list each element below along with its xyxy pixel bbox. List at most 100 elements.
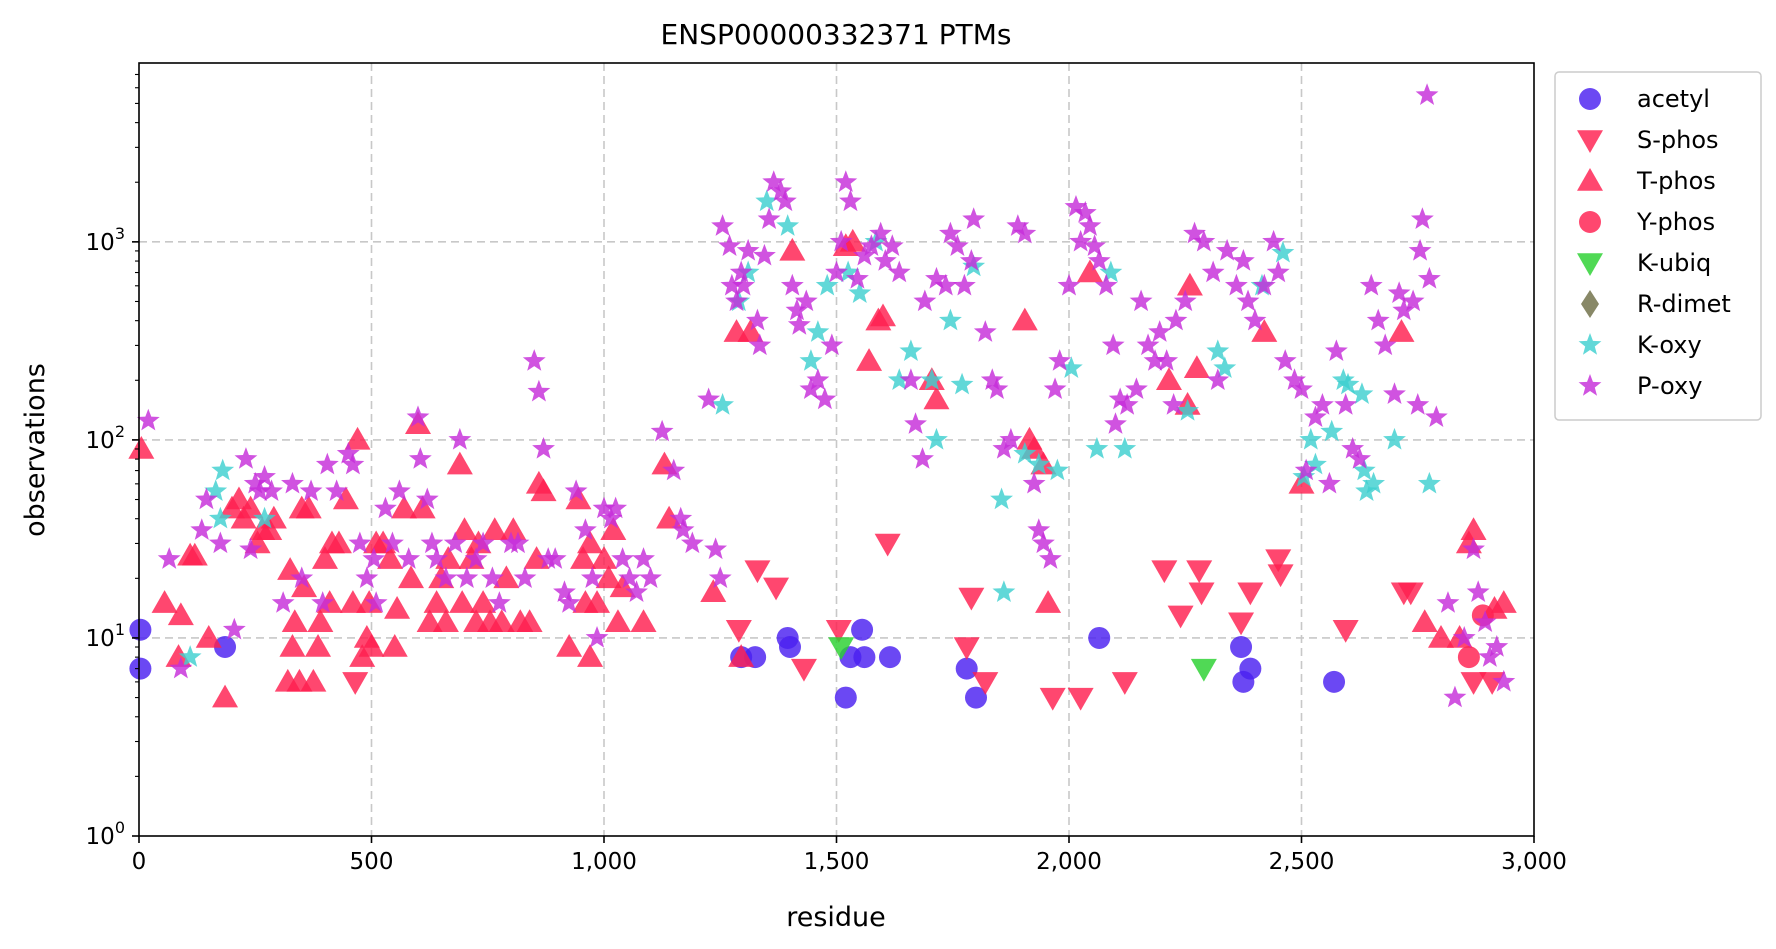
x-tick-label: 1,000 bbox=[571, 849, 637, 875]
T-phos-point bbox=[307, 609, 334, 633]
T-phos-point bbox=[728, 644, 755, 667]
acetyl-point bbox=[1088, 626, 1111, 649]
T-phos-point bbox=[225, 486, 252, 510]
P-oxy-point bbox=[397, 547, 421, 569]
P-oxy-point bbox=[271, 591, 295, 613]
P-oxy-point bbox=[725, 289, 748, 312]
P-oxy-point bbox=[553, 580, 576, 603]
K-oxy-point bbox=[1206, 339, 1230, 362]
x-tick-label: 1,500 bbox=[804, 849, 870, 875]
P-oxy-point bbox=[669, 506, 693, 529]
T-phos-point bbox=[167, 602, 194, 626]
K-oxy-point bbox=[208, 506, 232, 529]
P-oxy-point bbox=[1436, 591, 1460, 613]
legend: acetyl S-phos T-phos Y-phos K-ubiq R-dimet K-o… bbox=[1554, 71, 1762, 421]
legend-label: Y-phos bbox=[1636, 208, 1715, 236]
K-oxy-point bbox=[1085, 436, 1109, 459]
P-oxy-point bbox=[611, 547, 635, 569]
K-ubiq-point bbox=[1190, 658, 1217, 682]
P-oxy-point bbox=[1348, 447, 1372, 469]
P-oxy-point bbox=[904, 412, 927, 434]
T-phos-point bbox=[1183, 355, 1210, 379]
T-phos-point bbox=[577, 530, 604, 554]
K-oxy-point bbox=[1355, 479, 1379, 502]
P-oxy-point bbox=[1094, 273, 1118, 296]
P-oxy-point bbox=[732, 273, 755, 296]
P-oxy-point bbox=[711, 214, 734, 236]
P-oxy-point bbox=[248, 479, 272, 502]
P-oxy-point bbox=[762, 170, 786, 192]
S-phos-point bbox=[825, 620, 852, 643]
P-oxy-point bbox=[632, 547, 655, 569]
Y-phos-point bbox=[1457, 646, 1480, 669]
acetyl-point bbox=[878, 646, 901, 669]
S-phos-point bbox=[744, 560, 771, 584]
series-S-phos bbox=[342, 533, 1506, 711]
T-phos-point bbox=[1388, 319, 1415, 342]
T-phos-point bbox=[128, 435, 155, 459]
P-oxy-point bbox=[1408, 238, 1432, 261]
K-oxy-point bbox=[925, 427, 948, 450]
P-oxy-point bbox=[1048, 349, 1072, 371]
K-oxy-point bbox=[1350, 382, 1374, 404]
P-oxy-point bbox=[780, 273, 804, 296]
x-tick-label: 0 bbox=[132, 849, 147, 875]
T-phos-point bbox=[312, 546, 338, 569]
P-oxy-point bbox=[1064, 194, 1088, 217]
P-oxy-point bbox=[406, 405, 430, 428]
P-oxy-point bbox=[506, 531, 530, 554]
P-oxy-point bbox=[387, 479, 411, 502]
P-oxy-point bbox=[169, 656, 193, 679]
P-oxy-point bbox=[1383, 382, 1406, 404]
T-phos-point bbox=[1035, 590, 1062, 613]
P-oxy-point bbox=[443, 531, 467, 554]
legend-label: R-dimet bbox=[1637, 290, 1731, 318]
S-phos-point bbox=[1267, 564, 1294, 588]
P-oxy-point bbox=[959, 249, 983, 271]
T-phos-point bbox=[1076, 259, 1103, 283]
P-oxy-point bbox=[1022, 471, 1046, 494]
P-oxy-point bbox=[1162, 393, 1186, 415]
P-oxy-point bbox=[1129, 289, 1153, 312]
T-phos-point bbox=[923, 386, 950, 410]
K-oxy-point bbox=[1352, 458, 1376, 481]
P-oxy-point bbox=[748, 333, 772, 356]
T-phos-point bbox=[281, 609, 308, 633]
P-oxy-point bbox=[639, 566, 662, 589]
P-oxy-point bbox=[1304, 405, 1327, 428]
T-phos-point bbox=[398, 565, 425, 589]
P-oxy-point bbox=[420, 531, 444, 554]
P-oxy-point bbox=[336, 441, 360, 464]
P-oxy-point bbox=[794, 289, 818, 312]
T-phos-point bbox=[870, 303, 896, 327]
T-phos-point bbox=[212, 684, 239, 708]
T-phos-point bbox=[591, 546, 617, 569]
P-oxy-point bbox=[1366, 308, 1390, 331]
legend-item-P-oxy: P-oxy bbox=[1578, 372, 1702, 400]
P-oxy-point bbox=[1038, 547, 1062, 569]
legend-item-Y-phos: Y-phos bbox=[1579, 208, 1715, 236]
y-axis-label: observations bbox=[20, 363, 51, 537]
y-axis-ticks: 100 101 102 103 bbox=[86, 73, 139, 850]
T-phos-point bbox=[481, 517, 508, 540]
P-oxy-point bbox=[825, 260, 848, 283]
K-oxy-point bbox=[253, 506, 276, 529]
legend-label: K-oxy bbox=[1637, 331, 1702, 359]
K-oxy-point bbox=[950, 372, 974, 395]
P-oxy-point bbox=[785, 298, 809, 321]
P-oxy-point bbox=[820, 333, 844, 356]
T-phos-point bbox=[530, 478, 557, 502]
P-oxy-point bbox=[829, 229, 853, 252]
K-oxy-point bbox=[990, 487, 1013, 510]
P-oxy-point bbox=[190, 518, 214, 540]
P-oxy-point bbox=[311, 591, 335, 613]
T-phos-point bbox=[237, 495, 264, 519]
P-oxy-point bbox=[1294, 458, 1318, 481]
P-oxy-point bbox=[1317, 471, 1341, 494]
K-oxy-point bbox=[204, 479, 228, 502]
P-oxy-point bbox=[1283, 368, 1306, 390]
K-oxy-point bbox=[815, 273, 839, 296]
S-phos-point bbox=[1111, 672, 1138, 695]
P-oxy-point bbox=[157, 547, 181, 569]
